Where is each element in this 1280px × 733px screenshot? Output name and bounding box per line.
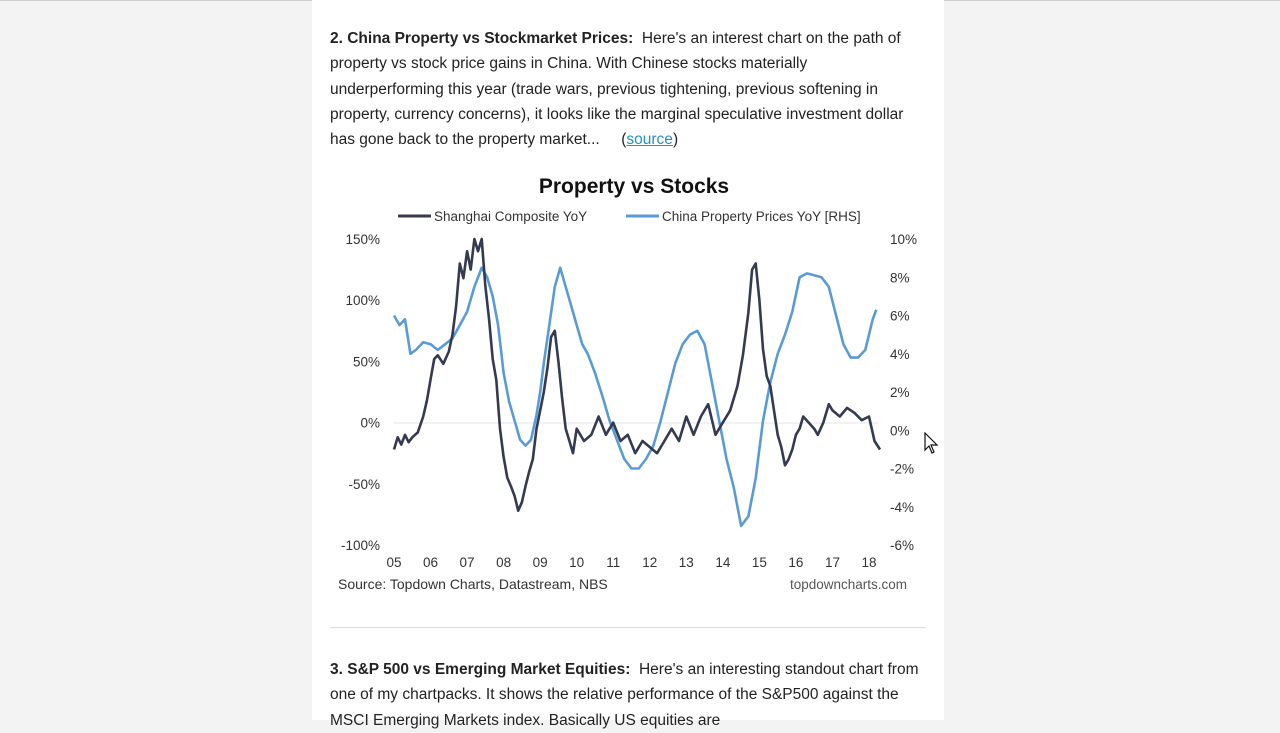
x-axis-tick-label: 09 — [533, 555, 548, 570]
x-axis-tick-label: 06 — [423, 555, 438, 570]
left-axis-tick-label: 100% — [345, 293, 380, 308]
series-line-property — [392, 266, 878, 528]
article-page: 2. China Property vs Stockmarket Prices:… — [312, 0, 944, 729]
right-axis-ticks: 10% 8% 6% 4% 2% 0% -2% -4% -6% — [890, 232, 917, 553]
series-line-stocks — [392, 237, 882, 513]
left-axis-tick-label: -50% — [348, 477, 380, 492]
source-link[interactable]: source — [626, 131, 673, 149]
property-vs-stocks-chart: Property vs Stocks Shanghai Composite Yo… — [338, 175, 917, 592]
mouse-pointer-icon — [924, 432, 939, 454]
source-link-close: ) — [672, 131, 679, 149]
right-axis-tick-label: 6% — [890, 309, 910, 324]
x-axis-tick-label: 14 — [715, 555, 731, 570]
right-axis-tick-label: -6% — [890, 538, 914, 553]
x-axis-tick-label: 16 — [788, 555, 803, 570]
section-3-paragraph: 3. S&P 500 vs Emerging Market Equities: … — [330, 657, 920, 733]
x-axis-tick-label: 18 — [861, 555, 876, 570]
left-axis-tick-label: 0% — [360, 416, 380, 431]
source-link-open: ( — [621, 131, 627, 149]
legend-label-stocks: Shanghai Composite YoY — [434, 209, 587, 224]
section-2-body: Here's an interest chart on the path of … — [330, 30, 904, 149]
section-3-heading: 3. S&P 500 vs Emerging Market Equities: — [330, 661, 631, 678]
left-axis-tick-label: 150% — [345, 232, 380, 247]
x-axis-tick-label: 13 — [679, 555, 694, 570]
right-axis-tick-label: 8% — [890, 270, 910, 285]
x-axis-tick-label: 15 — [752, 555, 767, 570]
left-axis-tick-label: -100% — [341, 538, 380, 553]
legend-label-property: China Property Prices YoY [RHS] — [662, 209, 861, 224]
right-axis-tick-label: -4% — [890, 500, 914, 515]
right-axis-tick-label: -2% — [890, 462, 914, 477]
x-axis-ticks: 05 06 07 08 09 10 11 12 13 14 15 16 17 18 — [386, 555, 876, 570]
x-axis-tick-label: 11 — [606, 555, 620, 570]
left-axis-tick-label: 50% — [353, 354, 380, 369]
chart-watermark: topdowncharts.com — [790, 577, 907, 592]
section-2-paragraph: 2. China Property vs Stockmarket Prices:… — [330, 26, 920, 152]
x-axis-tick-label: 05 — [386, 555, 401, 570]
x-axis-tick-label: 08 — [496, 555, 511, 570]
section-2-heading: 2. China Property vs Stockmarket Prices: — [330, 30, 634, 47]
left-axis-ticks: 150% 100% 50% 0% -50% -100% — [341, 232, 380, 553]
x-axis-tick-label: 10 — [569, 555, 584, 570]
right-axis-tick-label: 0% — [890, 423, 910, 438]
x-axis-tick-label: 17 — [825, 555, 840, 570]
x-axis-tick-label: 07 — [460, 555, 475, 570]
chart-legend: Shanghai Composite YoY China Property Pr… — [398, 209, 861, 224]
x-axis-tick-label: 12 — [642, 555, 657, 570]
chart-source: Source: Topdown Charts, Datastream, NBS — [338, 576, 608, 592]
section-divider — [330, 627, 926, 628]
right-axis-tick-label: 2% — [890, 385, 910, 400]
right-axis-tick-label: 4% — [890, 347, 910, 362]
right-axis-tick-label: 10% — [890, 232, 917, 247]
chart-title: Property vs Stocks — [539, 175, 729, 198]
